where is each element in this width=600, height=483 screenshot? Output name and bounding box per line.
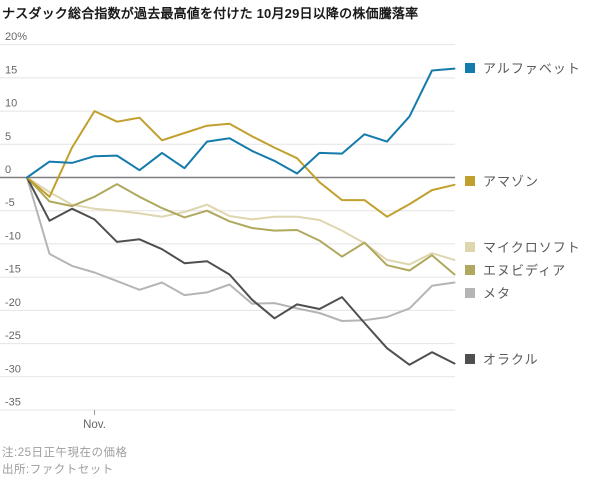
y-axis-tick-label: -25	[5, 330, 21, 342]
y-axis-tick-label: 0	[5, 164, 11, 176]
legend-swatch-amazon	[465, 175, 475, 186]
series-line-nvidia	[26, 176, 456, 276]
legend-item-meta: メタ	[465, 283, 511, 302]
y-axis-tick-label: 15	[5, 64, 17, 76]
y-axis-tick-label: -35	[5, 397, 21, 409]
series-line-alphabet	[26, 67, 456, 179]
legend-item-oracle: オラクル	[465, 349, 539, 368]
y-axis-tick-label: -15	[5, 264, 21, 276]
legend-swatch-oracle	[465, 353, 475, 364]
legend-swatch-alphabet	[465, 62, 475, 73]
y-axis-tick-label: -10	[5, 230, 21, 242]
series-line-meta	[26, 176, 456, 322]
legend-label-meta: メタ	[483, 286, 512, 301]
y-axis-tick-label: 10	[5, 98, 17, 110]
legend-swatch-nvidia	[465, 264, 475, 275]
series-line-amazon	[26, 110, 456, 218]
y-axis-tick-label: -5	[5, 197, 15, 209]
y-axis-tick-label: 20%	[5, 31, 27, 43]
chart-source: 出所:ファクトセット	[2, 464, 114, 476]
legend-item-amazon: アマゾン	[465, 171, 539, 190]
legend-label-microsoft: マイクロソフト	[483, 240, 581, 255]
chart-note: 注:25日正午現在の価格	[2, 447, 128, 459]
series-line-oracle	[26, 176, 456, 366]
legend-swatch-meta	[465, 287, 475, 298]
legend-swatch-microsoft	[465, 241, 475, 252]
chart-title: ナスダック総合指数が過去最高値を付けた 10月29日以降の株価騰落率	[2, 6, 419, 21]
legend-label-nvidia: エヌビディア	[483, 263, 567, 278]
y-axis-tick-label: 5	[5, 131, 11, 143]
y-axis-tick-label: -30	[5, 363, 21, 375]
series-line-microsoft	[26, 176, 456, 266]
y-axis-tick-label: -20	[5, 297, 21, 309]
legend-label-amazon: アマゾン	[483, 174, 540, 189]
legend-label-alphabet: アルファベット	[483, 61, 581, 76]
legend-item-microsoft: マイクロソフト	[465, 237, 581, 256]
legend-label-oracle: オラクル	[483, 352, 539, 367]
line-chart-plot: 20% 15 10 5 0 -5 -10 -15 -20 -25 -30 -35 Nov.	[0, 31, 456, 431]
x-axis-month-label: Nov.	[83, 419, 106, 431]
legend-item-nvidia: エヌビディア	[465, 260, 566, 279]
legend-item-alphabet: アルファベット	[465, 58, 581, 77]
